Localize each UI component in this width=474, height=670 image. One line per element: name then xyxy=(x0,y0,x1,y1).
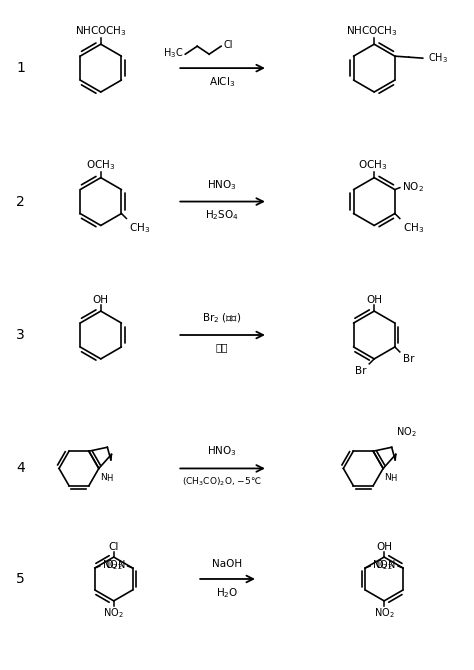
Text: OH: OH xyxy=(366,295,382,305)
Text: 1: 1 xyxy=(16,61,25,75)
Text: N: N xyxy=(384,474,391,482)
Text: 3: 3 xyxy=(16,328,25,342)
Text: NO$_2$: NO$_2$ xyxy=(102,558,122,572)
Text: NHCOCH$_3$: NHCOCH$_3$ xyxy=(346,24,398,38)
Text: 4: 4 xyxy=(16,462,25,476)
Text: H$_2$O: H$_2$O xyxy=(216,586,238,600)
Text: H: H xyxy=(391,474,397,484)
Text: NO$_2$: NO$_2$ xyxy=(374,606,394,620)
Text: H$_2$SO$_4$: H$_2$SO$_4$ xyxy=(205,208,239,222)
Text: NHCOCH$_3$: NHCOCH$_3$ xyxy=(75,24,127,38)
Text: N: N xyxy=(100,474,107,482)
Text: OCH$_3$: OCH$_3$ xyxy=(86,158,116,172)
Text: H: H xyxy=(106,474,113,484)
Text: CH$_3$: CH$_3$ xyxy=(129,222,151,235)
Text: CH$_3$: CH$_3$ xyxy=(428,51,447,65)
Text: Br: Br xyxy=(403,354,414,364)
Text: (CH$_3$CO)$_2$O, $-$5℃: (CH$_3$CO)$_2$O, $-$5℃ xyxy=(182,476,262,488)
Text: Br: Br xyxy=(355,366,366,376)
Text: 5: 5 xyxy=(16,572,25,586)
Text: O$_2$N: O$_2$N xyxy=(375,558,396,572)
Text: 2: 2 xyxy=(16,194,25,208)
Text: NO$_2$: NO$_2$ xyxy=(103,606,124,620)
Text: CH$_3$: CH$_3$ xyxy=(403,222,424,235)
Text: OH: OH xyxy=(93,295,109,305)
Text: NO$_2$: NO$_2$ xyxy=(372,558,393,572)
Text: AlCl$_3$: AlCl$_3$ xyxy=(209,75,235,89)
Text: OCH$_3$: OCH$_3$ xyxy=(357,158,387,172)
Text: NaOH: NaOH xyxy=(212,559,242,569)
Text: 加熱: 加熱 xyxy=(216,342,228,352)
Text: OH: OH xyxy=(376,542,392,552)
Text: Br$_2$ (過剰): Br$_2$ (過剰) xyxy=(202,312,242,325)
Text: O$_2$N: O$_2$N xyxy=(105,558,126,572)
Text: HNO$_3$: HNO$_3$ xyxy=(207,178,237,192)
Text: Cl: Cl xyxy=(223,40,233,50)
Text: Cl: Cl xyxy=(109,542,119,552)
Text: NO$_2$: NO$_2$ xyxy=(402,180,424,194)
Text: HNO$_3$: HNO$_3$ xyxy=(207,445,237,458)
Text: NO$_2$: NO$_2$ xyxy=(396,425,416,440)
Text: H$_3$C: H$_3$C xyxy=(163,46,183,60)
